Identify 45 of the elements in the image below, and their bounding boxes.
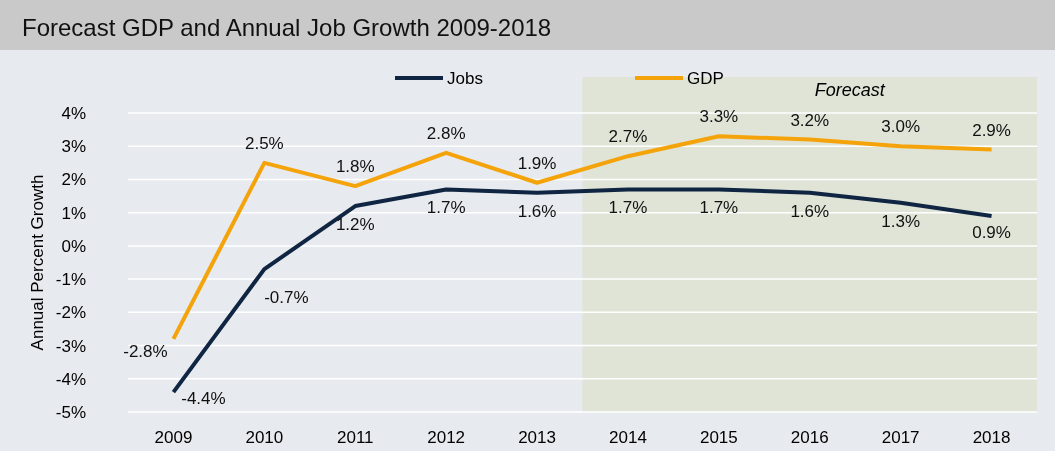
data-label: 3.0% <box>881 117 921 137</box>
data-label: 1.7% <box>699 198 739 218</box>
y-tick-label: 1% <box>61 203 86 223</box>
data-label: 1.6% <box>517 201 557 221</box>
x-tick-label: 2015 <box>699 428 738 447</box>
data-label: 2.5% <box>244 133 284 153</box>
chart-title: Forecast GDP and Annual Job Growth 2009-2018 <box>22 14 552 41</box>
data-label: -2.8% <box>123 341 168 361</box>
y-tick-label: 4% <box>61 104 86 123</box>
x-tick-label: 2014 <box>609 428 647 447</box>
x-tick-label: 2013 <box>518 428 556 447</box>
data-label: 0.9% <box>972 222 1011 242</box>
y-tick-label: -3% <box>55 336 86 356</box>
legend-label: GDP <box>687 69 724 88</box>
y-tick-label: 3% <box>61 137 86 157</box>
y-tick-label: -4% <box>55 369 86 389</box>
band-label: Forecast <box>814 80 886 100</box>
data-label: 1.7% <box>426 198 466 218</box>
y-axis-title: Annual Percent Growth <box>28 174 47 351</box>
data-label: 1.7% <box>608 198 648 218</box>
x-tick-label: 2012 <box>427 428 466 447</box>
y-tick-label: -5% <box>55 403 86 422</box>
y-tick-label: 2% <box>61 170 86 190</box>
data-label: -4.4% <box>181 389 226 409</box>
data-label: 2.9% <box>972 120 1011 140</box>
y-tick-label: 0% <box>61 236 86 256</box>
y-tick-label: -1% <box>55 270 86 290</box>
data-label: 3.2% <box>790 110 830 130</box>
x-tick-label: 2016 <box>790 428 829 447</box>
x-tick-label: 2011 <box>336 428 374 447</box>
x-tick-label: 2018 <box>972 428 1011 447</box>
data-label: 1.3% <box>881 211 921 231</box>
legend-label: Jobs <box>447 69 483 88</box>
x-tick-label: 2017 <box>881 428 920 447</box>
data-label: 2.8% <box>426 123 466 143</box>
x-tick-label: 2010 <box>245 428 284 447</box>
data-label: 1.6% <box>790 201 830 221</box>
y-tick-label: -2% <box>55 303 86 323</box>
data-label: 1.9% <box>517 153 557 173</box>
x-tick-label: 2009 <box>154 428 193 447</box>
data-label: 1.2% <box>335 215 375 235</box>
data-label: 3.3% <box>699 107 739 127</box>
data-label: 2.7% <box>608 127 648 147</box>
data-label: 1.8% <box>335 157 375 177</box>
data-label: -0.7% <box>264 288 309 308</box>
